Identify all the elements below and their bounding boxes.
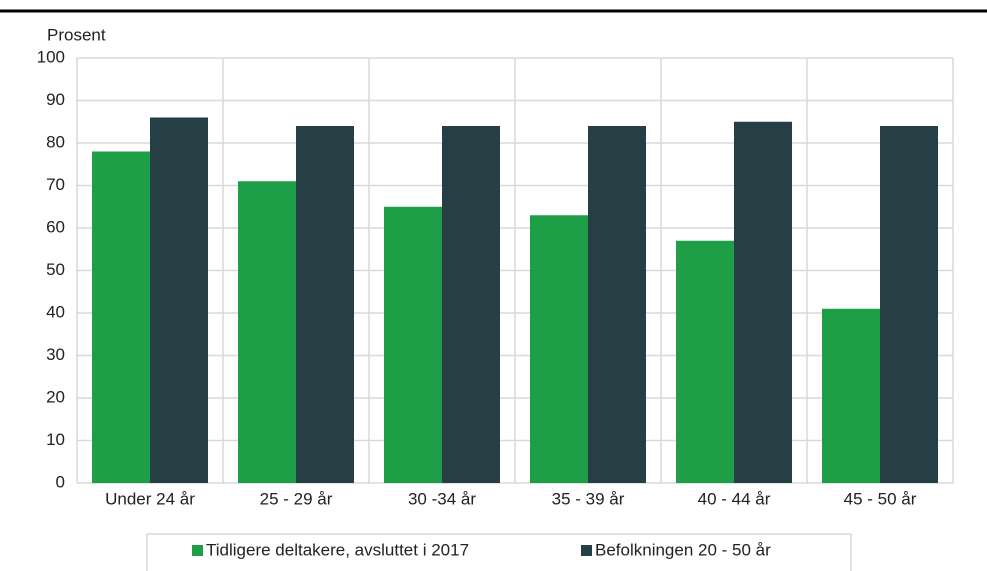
y-tick-label: 0 <box>56 472 65 491</box>
y-tick-label: 70 <box>46 175 65 194</box>
y-tick-label: 80 <box>46 132 65 151</box>
bar <box>150 117 208 483</box>
legend-label: Befolkningen 20 - 50 år <box>595 540 771 559</box>
y-tick-label: 20 <box>46 387 65 406</box>
x-tick-label: 35 - 39 år <box>552 489 625 508</box>
bar <box>588 126 646 483</box>
legend-box <box>146 533 852 571</box>
x-tick-label: 40 - 44 år <box>698 489 771 508</box>
y-axis-label: Prosent <box>47 25 106 44</box>
y-tick-label: 90 <box>46 90 65 109</box>
x-tick-label: Under 24 år <box>105 489 195 508</box>
x-tick-label: 45 - 50 år <box>844 489 917 508</box>
bar <box>734 121 792 483</box>
legend-swatch <box>581 545 592 556</box>
y-tick-label: 100 <box>37 47 65 66</box>
y-tick-label: 50 <box>46 260 65 279</box>
y-tick-label: 30 <box>46 345 65 364</box>
bar <box>880 126 938 483</box>
bar <box>92 151 150 483</box>
bar <box>676 240 734 483</box>
bar <box>296 126 354 483</box>
x-tick-label: 30 -34 år <box>408 489 476 508</box>
legend-label: Tidligere deltakere, avsluttet i 2017 <box>206 540 469 559</box>
bar <box>530 215 588 483</box>
bar <box>238 181 296 483</box>
y-tick-label: 60 <box>46 217 65 236</box>
bar <box>822 308 880 483</box>
x-tick-label: 25 - 29 år <box>260 489 333 508</box>
y-tick-label: 10 <box>46 430 65 449</box>
legend-swatch <box>192 545 203 556</box>
y-tick-label: 40 <box>46 302 65 321</box>
bar <box>384 206 442 483</box>
bar <box>442 126 500 483</box>
